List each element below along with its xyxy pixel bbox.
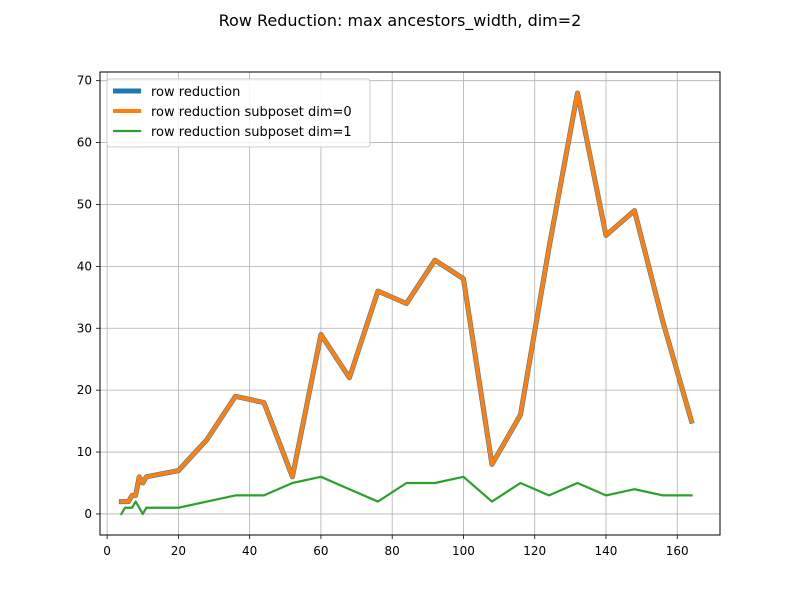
x-tick-label: 80 [385, 544, 400, 558]
chart-title: Row Reduction: max ancestors_width, dim=… [219, 11, 582, 31]
y-tick-label: 70 [77, 74, 92, 88]
x-tick-label: 20 [171, 544, 186, 558]
x-tick-label: 120 [523, 544, 546, 558]
series-line-3 [119, 475, 693, 516]
axis-ticks: 0 20 40 60 80 100 120 140 160 0 10 20 30 40 50 60 70 [77, 74, 689, 558]
plot-frame [99, 71, 721, 536]
x-tick-label: 160 [666, 544, 689, 558]
y-tick-label: 50 [77, 197, 92, 211]
y-tick-label: 0 [84, 507, 92, 521]
x-tick-label: 0 [103, 544, 111, 558]
series-lines [118, 90, 695, 516]
x-tick-label: 40 [242, 544, 257, 558]
legend-label-3: row reduction subposet dim=1 [151, 125, 352, 140]
legend-box [106, 78, 371, 148]
y-tick-label: 40 [77, 259, 92, 273]
legend-label-1: row reduction [151, 85, 240, 100]
y-tick-label: 60 [77, 136, 92, 150]
x-tick-label: 60 [313, 544, 328, 558]
x-tick-label: 140 [595, 544, 618, 558]
y-tick-label: 10 [77, 445, 92, 459]
legend: row reduction row reduction subposet dim=… [106, 78, 371, 148]
y-tick-label: 20 [77, 383, 92, 397]
legend-label-2: row reduction subposet dim=0 [151, 105, 352, 120]
series-line-2 [119, 91, 694, 504]
x-tick-label: 100 [452, 544, 475, 558]
y-tick-label: 30 [77, 321, 92, 335]
grid-lines [100, 72, 720, 535]
